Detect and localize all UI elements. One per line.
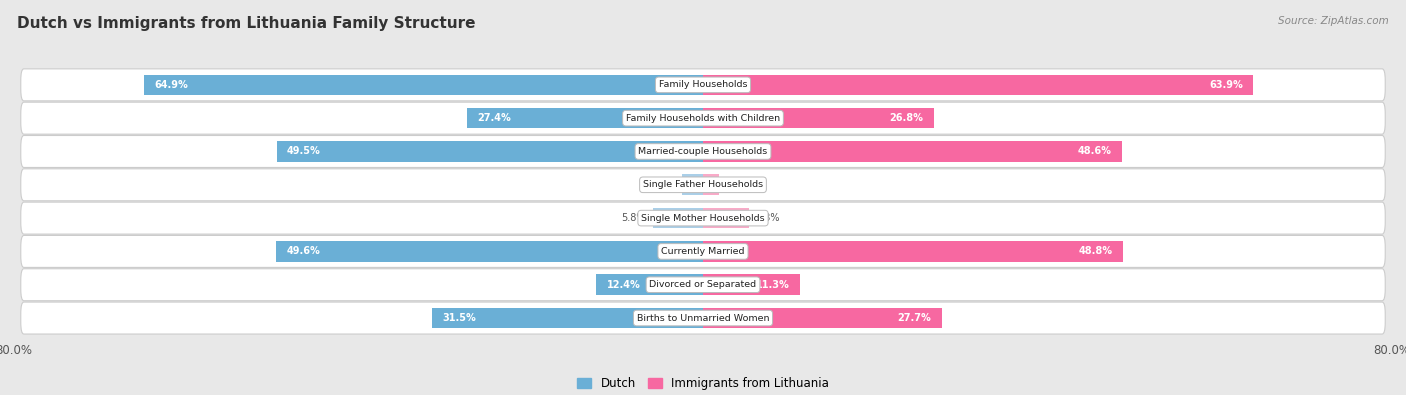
Text: 63.9%: 63.9% <box>1209 80 1243 90</box>
FancyBboxPatch shape <box>21 302 1385 334</box>
Bar <box>703 141 1122 162</box>
Text: Dutch vs Immigrants from Lithuania Family Structure: Dutch vs Immigrants from Lithuania Famil… <box>17 16 475 31</box>
Text: 48.8%: 48.8% <box>1078 246 1114 256</box>
Bar <box>652 208 703 228</box>
Bar <box>143 75 703 95</box>
Text: Married-couple Households: Married-couple Households <box>638 147 768 156</box>
Text: Single Mother Households: Single Mother Households <box>641 214 765 223</box>
Text: 12.4%: 12.4% <box>606 280 640 290</box>
FancyBboxPatch shape <box>21 269 1385 301</box>
Bar <box>703 241 1123 262</box>
FancyBboxPatch shape <box>21 135 1385 167</box>
FancyBboxPatch shape <box>21 169 1385 201</box>
Text: Source: ZipAtlas.com: Source: ZipAtlas.com <box>1278 16 1389 26</box>
Text: 26.8%: 26.8% <box>890 113 924 123</box>
Text: 49.6%: 49.6% <box>287 246 321 256</box>
Text: Family Households with Children: Family Households with Children <box>626 114 780 123</box>
Text: 27.7%: 27.7% <box>897 313 931 323</box>
Bar <box>703 75 1253 95</box>
Text: Family Households: Family Households <box>659 80 747 89</box>
FancyBboxPatch shape <box>21 102 1385 134</box>
Text: Births to Unmarried Women: Births to Unmarried Women <box>637 314 769 323</box>
Text: Divorced or Separated: Divorced or Separated <box>650 280 756 289</box>
Text: 64.9%: 64.9% <box>155 80 188 90</box>
Bar <box>703 275 800 295</box>
Text: 27.4%: 27.4% <box>478 113 512 123</box>
Text: 49.5%: 49.5% <box>287 147 321 156</box>
FancyBboxPatch shape <box>21 235 1385 267</box>
Text: 31.5%: 31.5% <box>441 313 475 323</box>
Text: 1.9%: 1.9% <box>727 180 751 190</box>
Bar <box>432 308 703 328</box>
Bar <box>596 275 703 295</box>
Bar <box>703 175 720 195</box>
Bar <box>276 241 703 262</box>
Text: 5.8%: 5.8% <box>621 213 647 223</box>
Text: Currently Married: Currently Married <box>661 247 745 256</box>
Bar <box>277 141 703 162</box>
Text: 48.6%: 48.6% <box>1077 147 1111 156</box>
Bar <box>467 108 703 128</box>
FancyBboxPatch shape <box>21 202 1385 234</box>
Text: Single Father Households: Single Father Households <box>643 180 763 189</box>
Bar <box>703 308 942 328</box>
Text: 5.3%: 5.3% <box>755 213 780 223</box>
Legend: Dutch, Immigrants from Lithuania: Dutch, Immigrants from Lithuania <box>572 372 834 395</box>
Bar <box>703 208 748 228</box>
Text: 2.4%: 2.4% <box>651 180 675 190</box>
Text: 11.3%: 11.3% <box>756 280 790 290</box>
Bar <box>682 175 703 195</box>
FancyBboxPatch shape <box>21 69 1385 101</box>
Bar <box>703 108 934 128</box>
